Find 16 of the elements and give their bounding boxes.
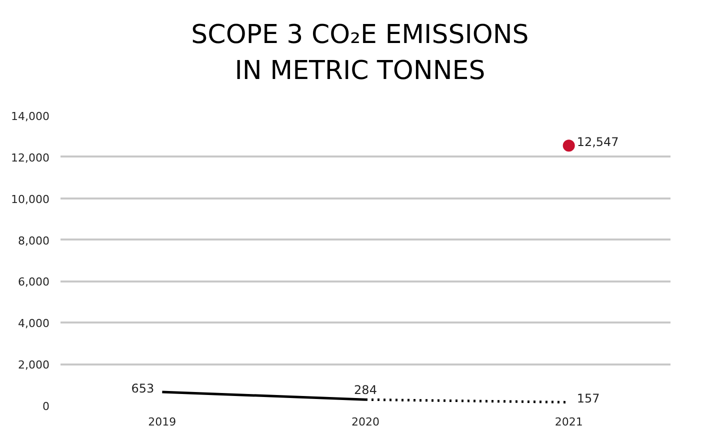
data-label: 157	[576, 392, 600, 406]
data-label: 653	[131, 381, 154, 396]
data-label: 284	[354, 383, 377, 398]
x-tick-label: 2020	[352, 416, 380, 428]
y-tick-label: 12,000	[11, 151, 50, 164]
y-tick-label: 8,000	[18, 234, 50, 248]
y-tick-label: 0	[42, 400, 50, 413]
x-tick-label: 2021	[554, 416, 583, 428]
y-tick-label: 10,000	[11, 192, 50, 206]
y-tick-label: 4,000	[18, 317, 50, 330]
chart-title: SCOPE 3 CO₂E EMISSIONS IN METRIC TONNES	[191, 19, 529, 88]
y-tick-label: 2,000	[18, 358, 50, 372]
data-label: 12,547	[576, 135, 619, 150]
y-tick-label: 14,000	[11, 110, 50, 123]
y-tick-label: 6,000	[18, 276, 50, 289]
x-tick-label: 2019	[148, 416, 176, 428]
